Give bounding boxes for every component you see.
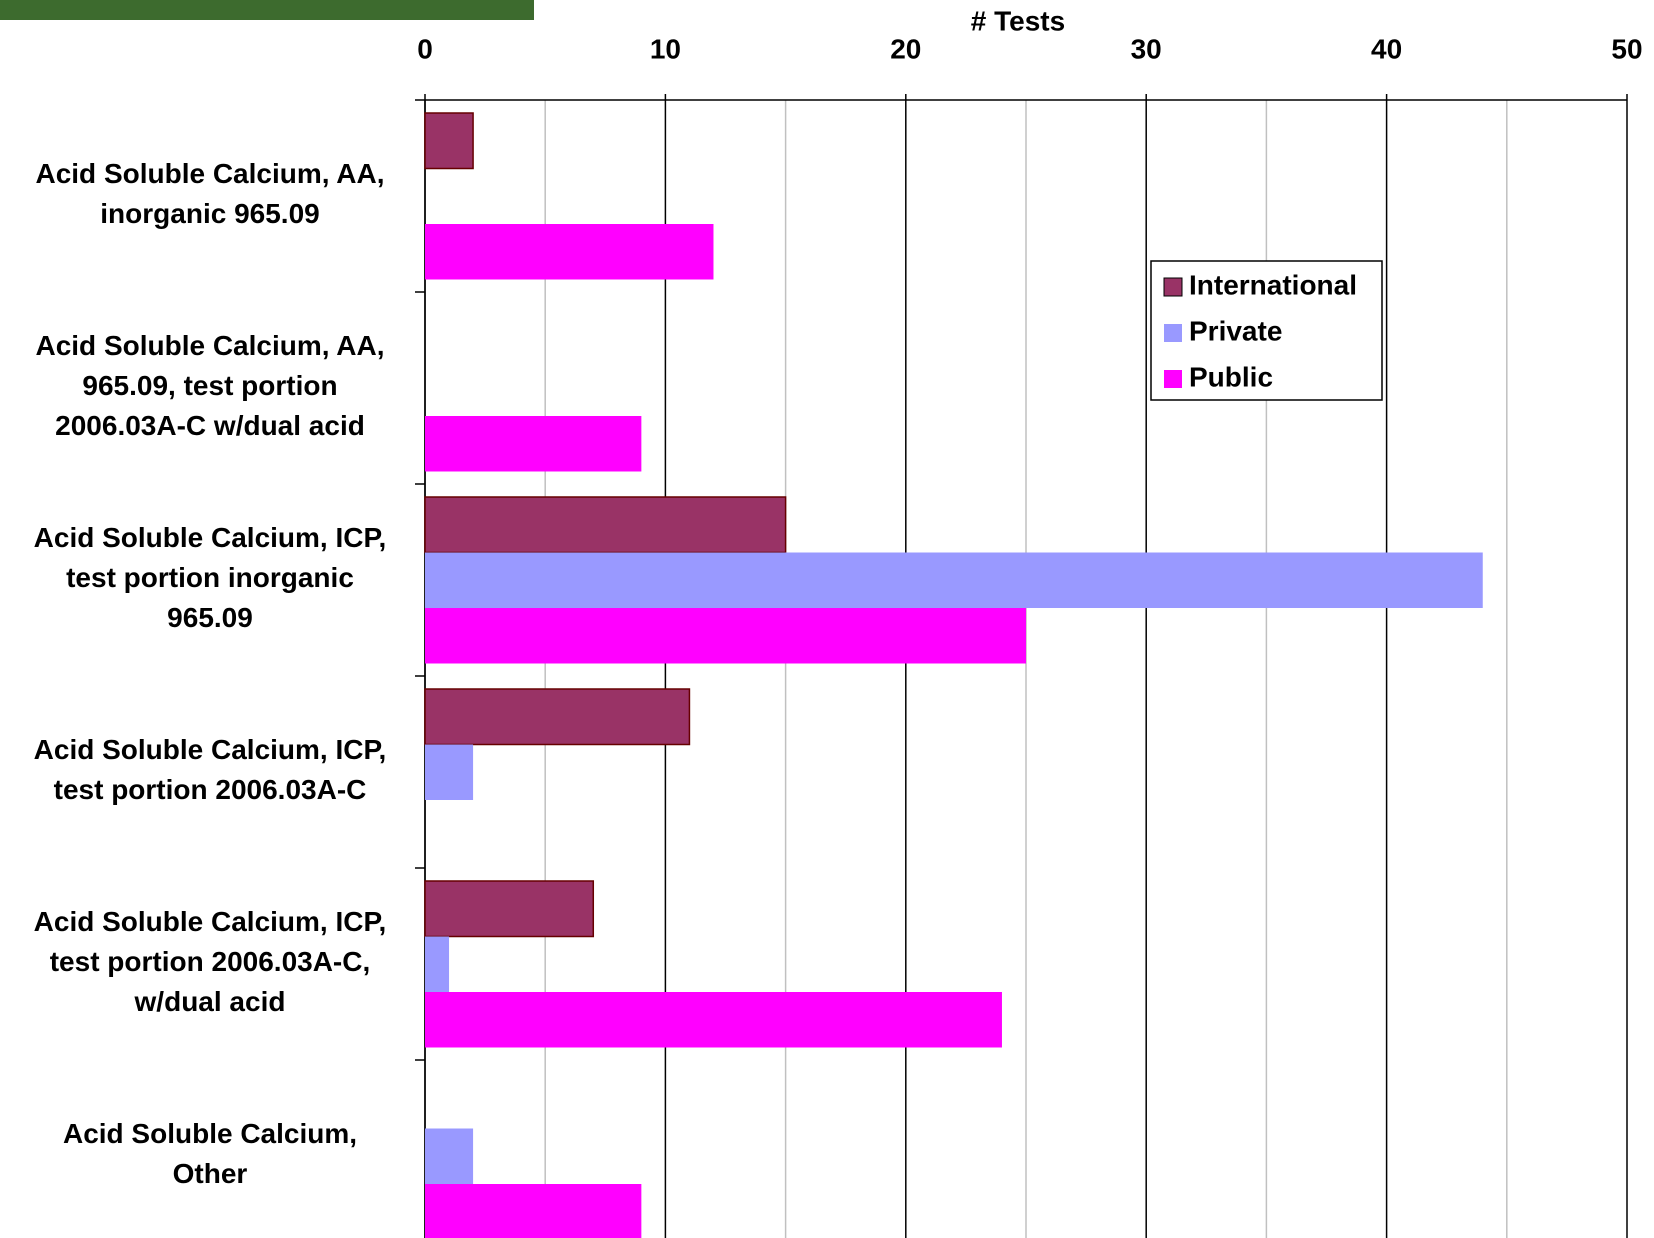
y-tick-label: Acid Soluble Calcium, ICP,test portion 2… bbox=[34, 734, 387, 805]
bar bbox=[425, 224, 713, 280]
y-tick-label: Acid Soluble Calcium,Other bbox=[63, 1118, 357, 1189]
x-axis-title: # Tests bbox=[971, 5, 1065, 36]
bar bbox=[425, 113, 473, 169]
bar bbox=[425, 881, 593, 937]
bar bbox=[425, 745, 473, 801]
bar bbox=[425, 937, 449, 993]
legend-swatch bbox=[1164, 370, 1182, 388]
x-tick-label: 10 bbox=[650, 33, 681, 64]
bar bbox=[425, 497, 786, 553]
y-tick-label: Acid Soluble Calcium, ICP,test portion 2… bbox=[34, 906, 387, 1017]
chart: # Tests 0 10 20 30 40 50 Acid Soluble Calcium,… bbox=[0, 0, 1654, 1238]
x-tick-label: 20 bbox=[890, 33, 921, 64]
bar bbox=[425, 1184, 641, 1238]
bar bbox=[425, 553, 1483, 609]
bar bbox=[425, 689, 689, 745]
legend-label: Public bbox=[1189, 361, 1273, 392]
y-tick-label: Acid Soluble Calcium, AA,965.09, test po… bbox=[35, 330, 384, 441]
y-tick-label: Acid Soluble Calcium, AA,inorganic 965.0… bbox=[35, 158, 384, 229]
x-tick-label: 0 bbox=[417, 33, 433, 64]
header-image-fragment bbox=[0, 0, 534, 20]
legend-label: International bbox=[1189, 269, 1357, 300]
x-tick-label: 50 bbox=[1611, 33, 1642, 64]
bar bbox=[425, 1129, 473, 1185]
x-tick-label: 30 bbox=[1131, 33, 1162, 64]
bar bbox=[425, 992, 1002, 1048]
legend-label: Private bbox=[1189, 315, 1282, 346]
legend-swatch bbox=[1164, 324, 1182, 342]
legend-swatch bbox=[1164, 278, 1182, 296]
bar bbox=[425, 608, 1026, 664]
x-tick-label: 40 bbox=[1371, 33, 1402, 64]
y-tick-label: Acid Soluble Calcium, ICP,test portion i… bbox=[34, 522, 387, 633]
bar bbox=[425, 416, 641, 472]
